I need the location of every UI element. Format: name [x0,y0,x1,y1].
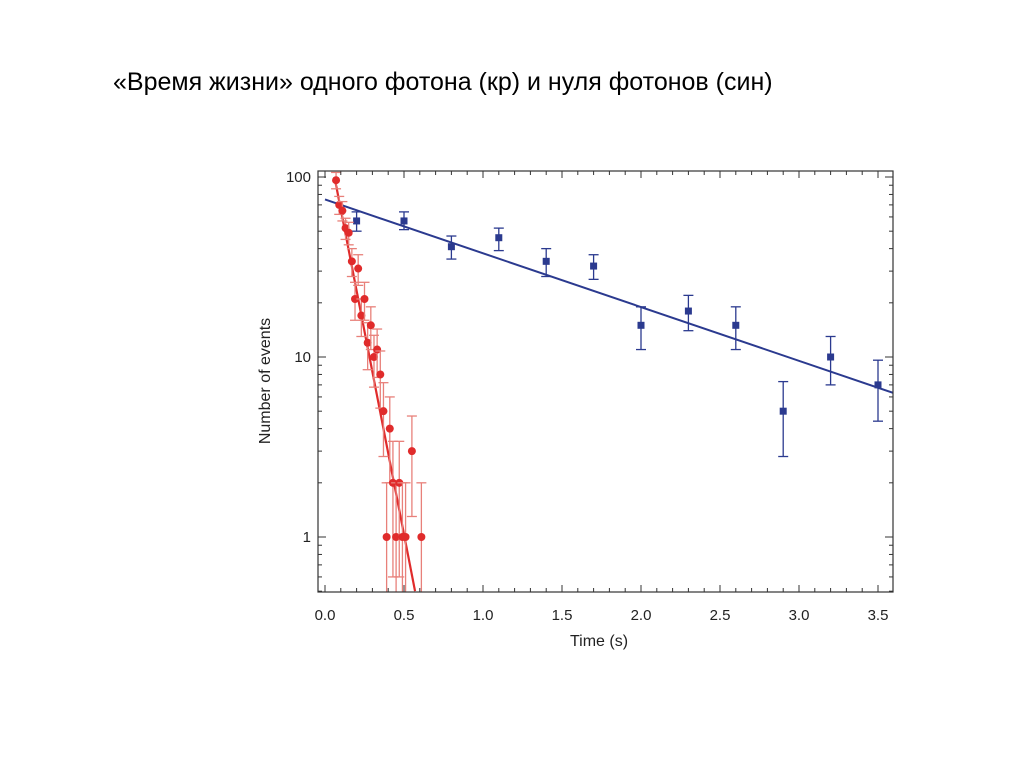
red-data-point [366,321,375,330]
blue-data-point [827,353,835,361]
red-data-point [369,353,378,361]
red-data-point [392,533,401,541]
red-data-point [332,176,341,185]
red-fit-line [333,176,417,592]
red-data-point [401,533,410,541]
red-data-point [344,228,353,237]
blue-data-point [542,257,550,265]
red-data-point [417,533,426,541]
x-tick-label: 1.0 [473,607,494,624]
red-data-point [354,264,363,273]
y-tick-label: 10 [294,349,311,366]
red-data-point [338,206,347,215]
red-data-point [382,533,391,541]
blue-data-point [400,217,408,225]
x-tick-label: 0.0 [315,607,336,624]
blue-data-point [590,262,598,270]
ticks-layer: 0.0 0.5 1.0 1.5 2.0 2.5 3.0 3.5 1 10 100 [286,169,893,624]
blue-data-point [495,234,503,242]
red-data-point [376,370,385,379]
x-tick-label: 2.5 [710,607,731,624]
red-data-point [360,295,369,304]
blue-data-point [684,307,692,315]
red-data-point [379,407,388,416]
blue-data-point [779,407,787,415]
x-tick-label: 1.5 [552,607,573,624]
marks-layer [324,171,893,592]
y-tick-label: 100 [286,169,311,186]
x-tick-label: 3.0 [789,607,810,624]
blue-data-point [732,321,740,329]
x-axis-label: Time (s) [570,633,628,650]
x-tick-label: 0.5 [394,607,415,624]
slide-title: «Время жизни» одного фотона (кр) и нуля … [113,68,773,96]
blue-data-point [637,321,645,329]
red-data-point [347,257,356,266]
y-axis-label: Number of events [257,318,274,444]
x-tick-label: 2.0 [631,607,652,624]
red-data-point [407,447,416,456]
red-data-point [385,424,394,433]
y-tick-label: 1 [303,529,311,546]
blue-data-point [353,217,361,225]
red-data-point [357,311,366,320]
red-data-point [351,295,360,304]
blue-data-point [874,381,882,389]
red-data-point [363,338,372,347]
x-tick-label: 3.5 [868,607,889,624]
blue-fit-line [324,198,893,394]
plot-frame [317,170,894,593]
blue-data-point [447,243,455,251]
